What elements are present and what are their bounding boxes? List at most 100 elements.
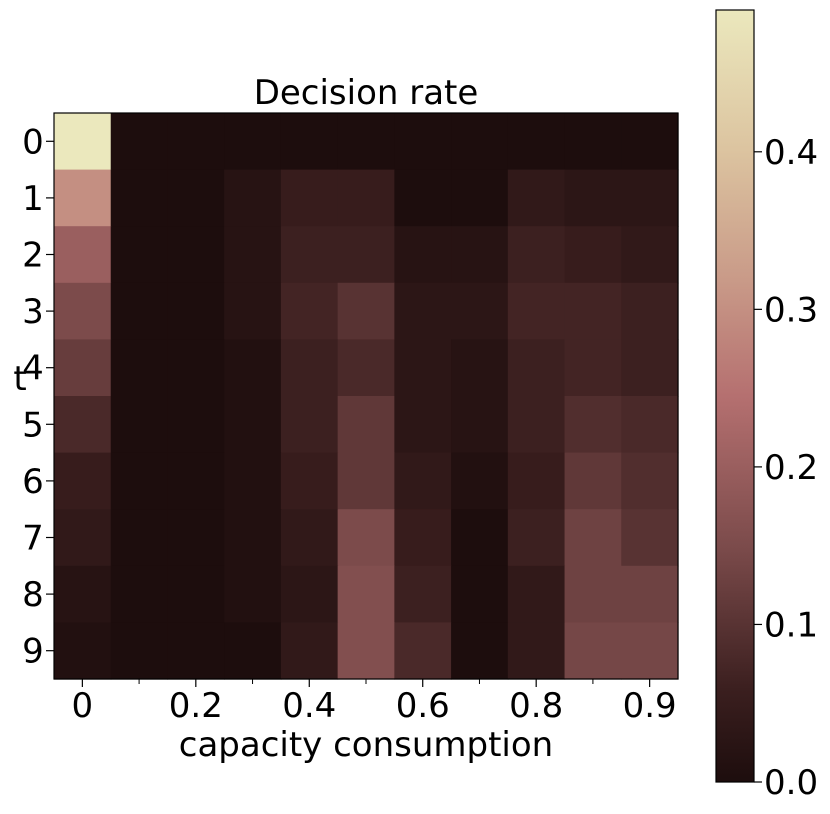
heatmap-cell (507, 565, 566, 623)
y-tick-label: 9 (22, 632, 44, 672)
colorbar (715, 9, 755, 783)
heatmap-cell (394, 339, 452, 397)
heatmap-cell (507, 282, 566, 340)
heatmap-cell (621, 339, 679, 397)
heatmap-cell (507, 622, 566, 680)
y-axis-ticks: 0 1 2 3 4 5 6 7 8 9 (22, 122, 54, 672)
heatmap-cell (110, 565, 169, 623)
heatmap-cell (507, 339, 566, 397)
x-tick-label: 0.6 (396, 686, 450, 726)
heatmap-cell (280, 452, 339, 510)
heatmap-cell (337, 113, 395, 171)
heatmap-cell (507, 509, 566, 567)
colorbar-tick-label: 0.3 (764, 290, 818, 330)
heatmap-cell (621, 282, 679, 340)
x-tick-label: 0.4 (282, 686, 336, 726)
heatmap-cell (337, 622, 395, 680)
heatmap-cell (394, 565, 452, 623)
heatmap-cell (507, 113, 566, 171)
heatmap-cell (224, 622, 282, 680)
heatmap-cell (451, 396, 509, 454)
heatmap-cell (621, 509, 679, 567)
heatmap-cell (621, 452, 679, 510)
heatmap-cell (394, 226, 452, 284)
heatmap-cell (224, 339, 282, 397)
heatmap-cell (224, 113, 282, 171)
heatmap-cell (167, 282, 225, 340)
heatmap-cell (621, 169, 679, 227)
heatmap-cell (394, 169, 452, 227)
heatmap-cell (564, 169, 622, 227)
heatmap-cell (54, 226, 112, 284)
heatmap-cell (507, 452, 566, 510)
heatmap-cell (224, 282, 282, 340)
heatmap-cell (224, 565, 282, 623)
y-tick-label: 7 (22, 519, 44, 559)
heatmap-cell (451, 509, 509, 567)
y-tick-label: 4 (22, 349, 44, 389)
heatmap-cell (394, 509, 452, 567)
heatmap-cell (224, 509, 282, 567)
heatmap-cell (280, 339, 339, 397)
heatmap-cell (224, 452, 282, 510)
heatmap-cell (564, 396, 622, 454)
x-tick-label: 0.2 (169, 686, 223, 726)
heatmap-cell (167, 169, 225, 227)
y-tick-label: 2 (22, 236, 44, 276)
heatmap-cell (564, 565, 622, 623)
heatmap-cell (110, 622, 169, 680)
y-tick-label: 1 (22, 179, 44, 219)
colorbar-tick-label: 0.2 (764, 448, 818, 488)
heatmap-cell (621, 565, 679, 623)
heatmap-cell (54, 396, 112, 454)
heatmap-cell (110, 226, 169, 284)
heatmap-cell (167, 226, 225, 284)
heatmap-cell (167, 113, 225, 171)
heatmap-cell (621, 113, 679, 171)
heatmap-cell (564, 509, 622, 567)
heatmap-cell (110, 282, 169, 340)
heatmap-cell (337, 226, 395, 284)
x-axis-ticks: 0 0.2 0.4 0.6 0.8 0.9 (72, 679, 677, 726)
colorbar-tick-label: 0.4 (764, 133, 818, 173)
heatmap-cell (54, 509, 112, 567)
heatmap-cell (564, 452, 622, 510)
heatmap-cell (280, 396, 339, 454)
heatmap-cell (337, 169, 395, 227)
heatmap-cell (394, 622, 452, 680)
x-tick-label: 0 (72, 686, 94, 726)
heatmap-cell (564, 113, 622, 171)
heatmap-cell (337, 452, 395, 510)
heatmap-cell (337, 396, 395, 454)
heatmap-cell (280, 282, 339, 340)
heatmap-cell (451, 282, 509, 340)
heatmap-cell (54, 282, 112, 340)
heatmap-cell (394, 113, 452, 171)
heatmap-cell (54, 565, 112, 623)
heatmap-cell (110, 396, 169, 454)
heatmap-cell (280, 565, 339, 623)
heatmap-cell (167, 452, 225, 510)
heatmap-cell (54, 169, 112, 227)
heatmap-cell (224, 169, 282, 227)
heatmap-cell (394, 396, 452, 454)
heatmap-cell (507, 226, 566, 284)
heatmap-cell (451, 226, 509, 284)
y-tick-label: 8 (22, 575, 44, 615)
heatmap-cell (337, 565, 395, 623)
heatmap-cell (110, 339, 169, 397)
heatmap-cell (167, 339, 225, 397)
heatmap-cell (167, 622, 225, 680)
heatmap-cell (451, 452, 509, 510)
heatmap-cell (54, 339, 112, 397)
x-tick-label: 0.8 (509, 686, 563, 726)
heatmap-cell (224, 396, 282, 454)
heatmap-cell (54, 452, 112, 510)
heatmap-cell (224, 226, 282, 284)
heatmap-cell (451, 339, 509, 397)
y-tick-label: 5 (22, 405, 44, 445)
heatmap-cell (337, 509, 395, 567)
heatmap-cell (167, 565, 225, 623)
heatmap-cell (54, 622, 112, 680)
